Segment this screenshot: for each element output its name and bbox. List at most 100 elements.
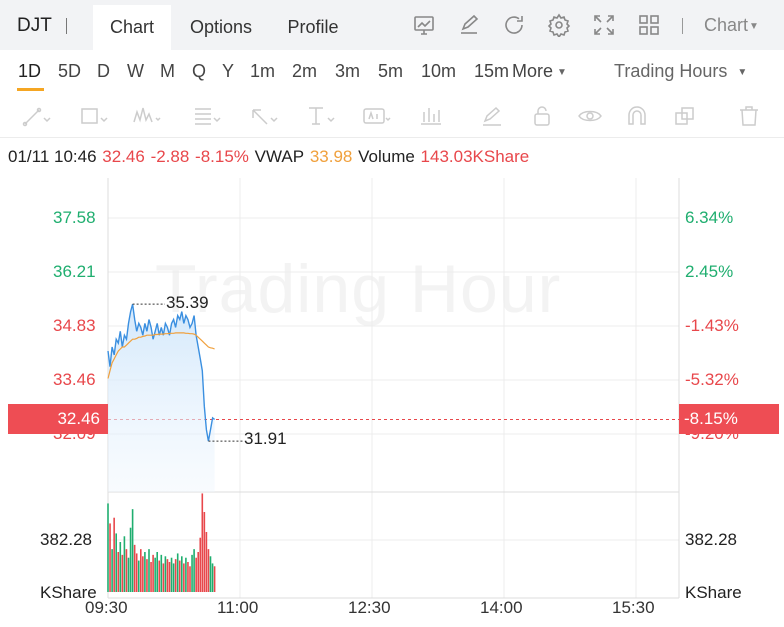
interval-10m[interactable]: 10m [421, 61, 457, 81]
tab-chart[interactable]: Chart [93, 5, 171, 50]
interval-2m[interactable]: 2m [292, 61, 318, 81]
divider [66, 18, 67, 34]
drawing-toolbar [0, 92, 784, 138]
trading-hours-label: Trading Hours [614, 61, 728, 81]
pen-tool-icon[interactable] [478, 104, 508, 128]
volume-value: 143.03KShare [420, 147, 530, 166]
interval-5m[interactable]: 5m [378, 61, 404, 81]
y-tick-left: 33.46 [53, 370, 96, 389]
volume-bar [172, 563, 175, 592]
caret-down-icon: ▼ [737, 67, 748, 78]
eye-icon[interactable] [576, 104, 606, 128]
volume-bar [156, 552, 158, 592]
watermark: Trading Hour [155, 251, 562, 327]
volume-bar [113, 517, 115, 592]
volume-bar [178, 560, 181, 592]
volume-bar [160, 554, 163, 592]
tab-profile[interactable]: Profile [287, 17, 339, 37]
tab-options[interactable]: Options [189, 17, 253, 37]
interval-1d[interactable]: 1D [18, 61, 42, 81]
indicator-icon[interactable] [412, 13, 436, 37]
settings-icon[interactable] [547, 13, 571, 39]
current-price-label: 32.46 [8, 404, 108, 434]
volume-bars [107, 493, 216, 592]
volume-bar [181, 556, 183, 592]
volume-bar [154, 557, 156, 592]
price-chart[interactable] [0, 170, 784, 600]
caret-down-icon: ▼ [557, 67, 567, 78]
high-price-label: 35.39 [166, 293, 209, 312]
symbol-label[interactable]: DJT [17, 15, 52, 36]
volume-bar [187, 562, 189, 592]
volume-bar [209, 556, 212, 592]
top-bar: DJT Chart Options Profile Chart▼ [0, 0, 784, 50]
chart-type-label: Chart [704, 15, 749, 35]
x-tick: 09:30 [85, 598, 128, 617]
volume-bar [146, 559, 148, 592]
y-tick-left: 34.83 [53, 316, 96, 335]
pattern-tool-icon[interactable] [132, 104, 162, 128]
interval-1m[interactable]: 1m [250, 61, 276, 81]
price-area [108, 304, 215, 492]
clone-icon[interactable] [672, 104, 702, 128]
volume-bar [203, 512, 206, 592]
volume-bar [168, 562, 171, 592]
fullscreen-icon[interactable] [592, 13, 616, 37]
volume-bar [193, 549, 195, 592]
volume-bar [150, 562, 152, 592]
volume-tick-left: 382.28 [40, 530, 92, 549]
volume-bar [158, 560, 161, 592]
draw-icon[interactable] [457, 13, 481, 37]
volume-bar [166, 559, 169, 592]
volume-bar [162, 563, 165, 592]
x-tick: 12:30 [348, 598, 391, 617]
rectangle-tool-icon[interactable] [79, 104, 109, 128]
x-tick: 14:00 [480, 598, 523, 617]
interval-d[interactable]: D [97, 61, 110, 81]
magnet-icon[interactable] [623, 104, 653, 128]
volume-bar [199, 537, 202, 592]
chart-type-dropdown[interactable]: Chart▼ [704, 15, 759, 36]
volume-bar [129, 527, 132, 592]
more-intervals-dropdown[interactable]: More ▼ [512, 61, 567, 82]
quote-change: -2.88 [150, 147, 190, 166]
volume-bar [213, 566, 216, 592]
layout-icon[interactable] [637, 13, 661, 37]
interval-w[interactable]: W [127, 61, 144, 81]
fib-tool-icon[interactable] [192, 104, 222, 128]
interval-m[interactable]: M [160, 61, 175, 81]
price-line [107, 304, 216, 442]
delete-icon[interactable] [735, 104, 765, 128]
interval-15m[interactable]: 15m [474, 61, 510, 81]
text-tool-icon[interactable] [306, 104, 336, 128]
quote-change-pct: -8.15% [195, 147, 249, 166]
volume-bar [183, 563, 185, 592]
label-tool-icon[interactable] [362, 104, 392, 128]
volume-bar [137, 560, 140, 592]
interval-5d[interactable]: 5D [58, 61, 82, 81]
interval-y[interactable]: Y [222, 61, 235, 81]
volume-bar [205, 532, 208, 592]
volume-bar [197, 552, 199, 592]
volume-bar [164, 556, 167, 592]
line-tool-icon[interactable] [22, 104, 52, 128]
lock-icon[interactable] [528, 104, 558, 128]
measure-tool-icon[interactable] [418, 104, 448, 128]
volume-bar [185, 557, 187, 592]
arrow-tool-icon[interactable] [249, 104, 279, 128]
volume-unit-left: KShare [40, 583, 97, 602]
price-area-fill [108, 304, 215, 492]
volume-bar [140, 549, 142, 592]
interval-3m[interactable]: 3m [335, 61, 361, 81]
y-tick-left: 36.21 [53, 262, 96, 281]
interval-bar: 1D 5D D W M Q Y 1m 2m 3m 5m 10m 15m More… [0, 50, 784, 92]
volume-bar [201, 493, 204, 592]
quote-price: 32.46 [102, 147, 145, 166]
volume-bar [142, 556, 144, 592]
trading-hours-dropdown[interactable]: Trading Hours ▼ [614, 61, 747, 82]
volume-bar [117, 552, 120, 592]
interval-q[interactable]: Q [192, 61, 207, 81]
refresh-icon[interactable] [502, 13, 526, 37]
volume-bar [176, 553, 179, 592]
x-tick: 11:00 [217, 598, 259, 617]
